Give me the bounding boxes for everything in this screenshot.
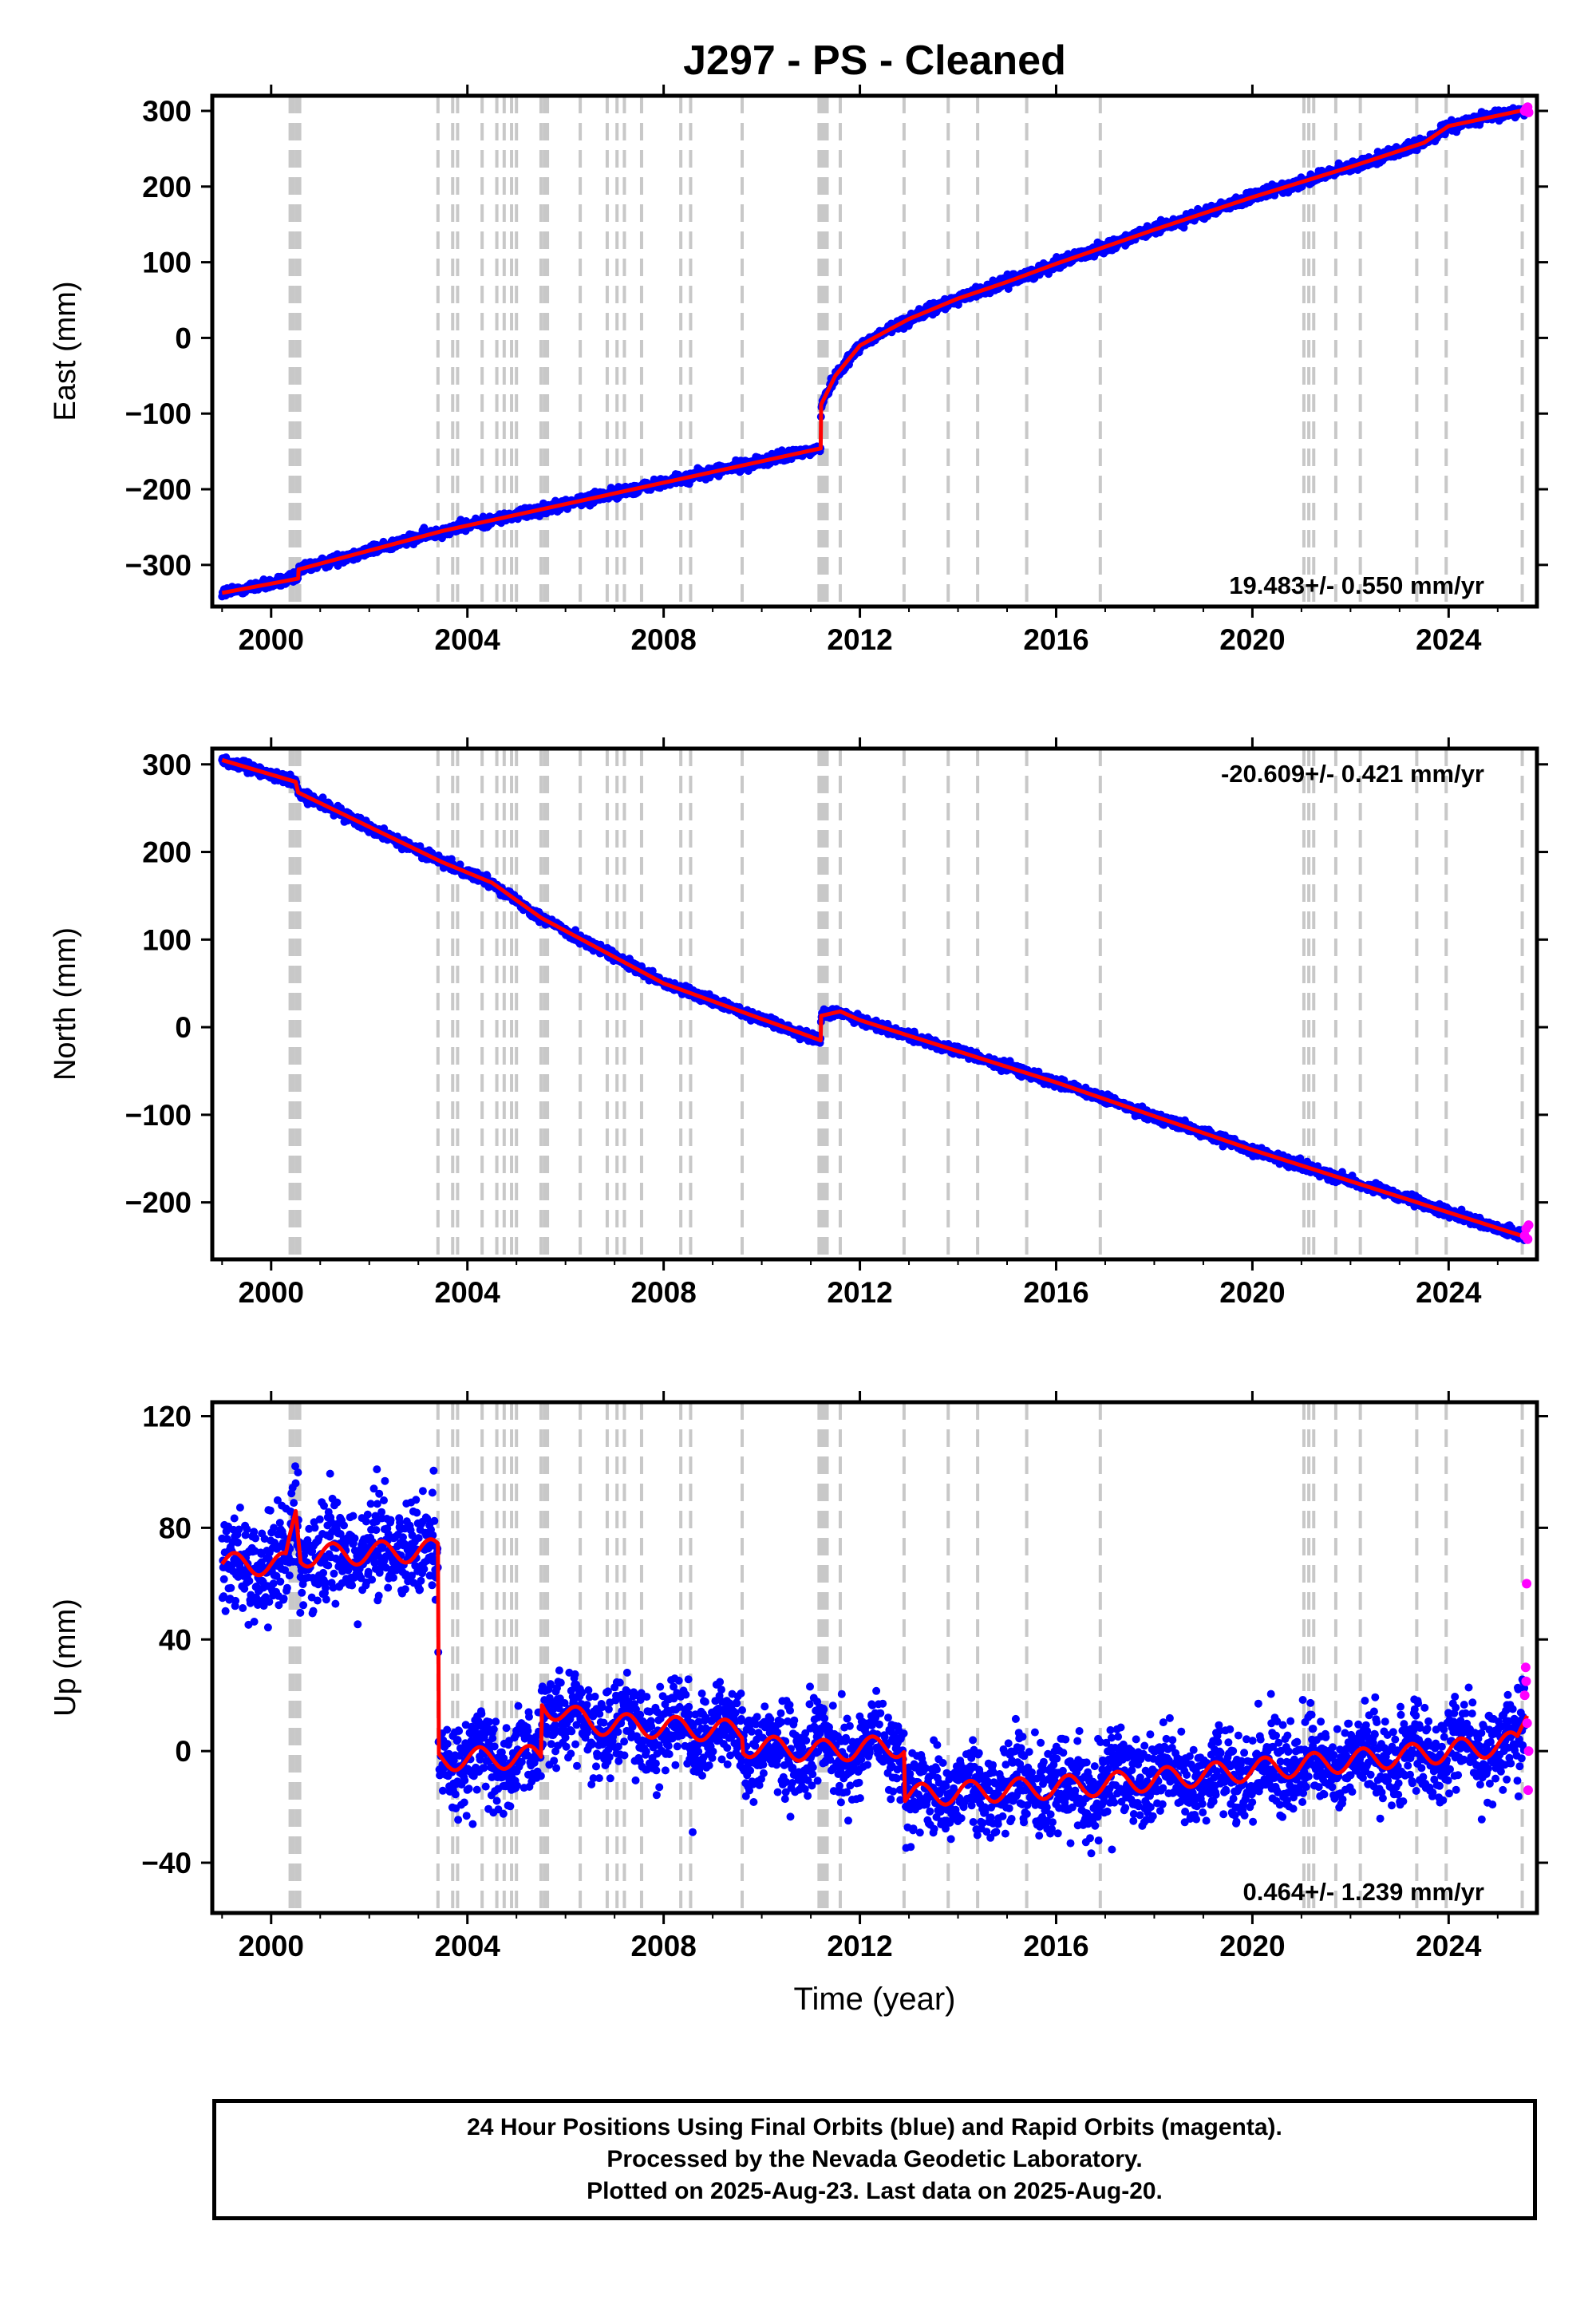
x-tick-label: 2020 — [1219, 623, 1285, 656]
y-tick-label: 100 — [142, 247, 192, 279]
y-tick-label: −100 — [125, 397, 192, 430]
panel-east: 2000 2004 2008 2012 2016 2020 2024−300−200−100… — [49, 85, 1548, 656]
x-tick-label: 2000 — [239, 623, 304, 656]
y-tick-label: 300 — [142, 95, 192, 128]
data-point — [1179, 223, 1188, 232]
plot-area — [218, 749, 1534, 1259]
final-orbit-points — [218, 753, 1529, 1244]
model-line — [221, 107, 1528, 595]
rate-label: 19.483+/- 0.550 mm/yr — [1229, 571, 1484, 599]
data-point — [571, 926, 580, 935]
final-orbit-points — [218, 104, 1529, 601]
x-tick-label: 2004 — [435, 623, 501, 656]
plot-area — [218, 96, 1534, 607]
rapid-orbit-points — [1519, 102, 1534, 117]
x-tick-label: 2012 — [827, 623, 892, 656]
y-tick-label: 200 — [142, 171, 192, 204]
panel-north: 2000 2004 2008 2012 2016 2020 2024−200−1000100… — [49, 737, 1548, 1309]
panels: 2000 2004 2008 2012 2016 2020 2024−300−200−100… — [49, 85, 1548, 1962]
plot-frame — [210, 93, 1539, 609]
chart-title: J297 - PS - Cleaned — [683, 38, 1066, 84]
rapid-point — [1523, 107, 1534, 117]
y-tick-label: 0 — [175, 322, 192, 354]
y-tick-label: −300 — [125, 549, 192, 582]
x-tick-label: 2016 — [1023, 623, 1088, 656]
y-tick-label: −200 — [125, 473, 192, 506]
y-axis-label: East (mm) — [49, 281, 82, 421]
x-tick-label: 2008 — [630, 623, 696, 656]
x-tick-label: 2024 — [1416, 623, 1482, 656]
